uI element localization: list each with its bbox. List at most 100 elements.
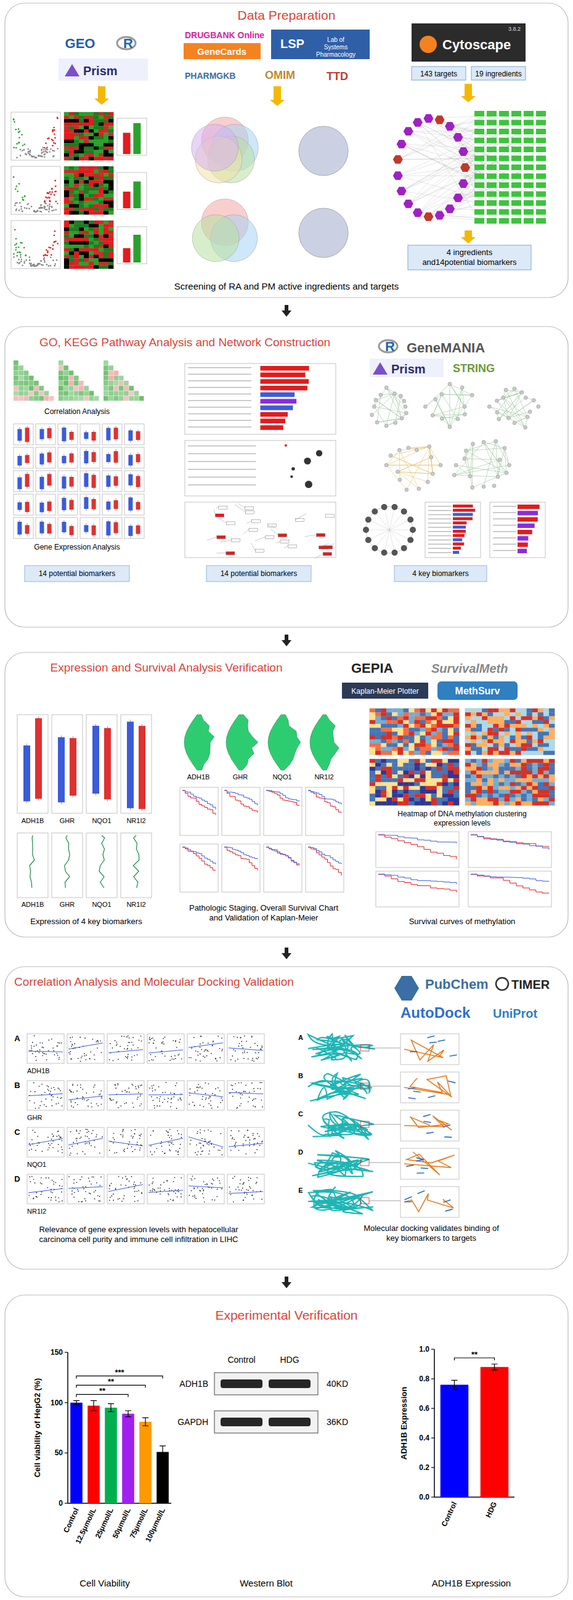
logo-text: LSP bbox=[280, 36, 305, 51]
decor-node bbox=[409, 526, 416, 533]
decor-dot bbox=[41, 264, 44, 267]
decor-cell bbox=[532, 739, 538, 744]
decor-cell bbox=[24, 396, 29, 402]
decor-node bbox=[404, 487, 409, 492]
decor-cell bbox=[113, 391, 119, 397]
decor-cell bbox=[93, 173, 99, 177]
decor-cell bbox=[481, 731, 488, 737]
decor-cell bbox=[69, 115, 74, 120]
decor-cell bbox=[408, 743, 415, 748]
decor-dot bbox=[53, 194, 56, 196]
decor-bar bbox=[260, 385, 308, 391]
decor-text bbox=[428, 518, 452, 521]
caption: Expression of 4 key biomarkers bbox=[30, 916, 143, 927]
decor-cell bbox=[88, 203, 94, 208]
decor-cell bbox=[93, 170, 99, 174]
decor-cell bbox=[78, 200, 84, 205]
decor-cell bbox=[93, 194, 99, 198]
decor-edge bbox=[439, 119, 529, 212]
decor-cell bbox=[108, 380, 114, 386]
decor-violin bbox=[226, 714, 259, 771]
decor-cell bbox=[515, 712, 522, 717]
decor-box bbox=[17, 428, 22, 441]
decor-node bbox=[523, 164, 534, 171]
decor-cell bbox=[108, 248, 114, 252]
decor-cell bbox=[13, 396, 19, 402]
decor-edge bbox=[255, 536, 266, 541]
decor-node bbox=[474, 164, 485, 171]
decor-dot bbox=[52, 259, 55, 262]
decor-dot bbox=[51, 248, 54, 251]
decor-dot bbox=[30, 205, 33, 208]
decor-cell bbox=[64, 258, 70, 262]
decor-node bbox=[486, 191, 497, 198]
thumbnail bbox=[13, 470, 34, 492]
decor-cell bbox=[375, 735, 381, 740]
decor-cell bbox=[123, 385, 129, 391]
decor-cell bbox=[69, 237, 74, 242]
decor-cell bbox=[420, 712, 426, 717]
decor-cell bbox=[83, 203, 89, 208]
decor-dot bbox=[20, 208, 23, 211]
decor-cell bbox=[103, 365, 109, 371]
decor-cell bbox=[83, 136, 89, 140]
caption: Screening of RA and PM active ingredient… bbox=[174, 280, 399, 292]
decor-cell bbox=[88, 129, 94, 134]
decor-cell bbox=[386, 751, 392, 756]
decor-cell bbox=[108, 396, 114, 402]
decor-cell bbox=[548, 731, 555, 737]
decor-dot bbox=[49, 247, 52, 249]
decor-text bbox=[187, 453, 256, 455]
decor-dot bbox=[28, 262, 31, 265]
decor-cell bbox=[103, 240, 109, 245]
decor-cell bbox=[103, 203, 109, 208]
decor-cell bbox=[498, 731, 504, 737]
decor-cell bbox=[64, 149, 70, 154]
decor-cell bbox=[64, 142, 70, 147]
decor-cell bbox=[375, 708, 381, 713]
decor-ring bbox=[365, 506, 413, 554]
decor-node bbox=[452, 473, 456, 477]
decor-node bbox=[231, 539, 241, 543]
decor-edge bbox=[401, 122, 541, 192]
decor-cell bbox=[78, 391, 84, 397]
decor-cell bbox=[93, 146, 99, 151]
decor-node bbox=[474, 218, 485, 224]
decor-cell bbox=[98, 183, 104, 188]
decor-node bbox=[536, 164, 546, 171]
decor-cell bbox=[38, 396, 44, 402]
decor-node bbox=[481, 484, 486, 489]
decor-cell bbox=[481, 708, 488, 713]
decor-cell bbox=[33, 396, 39, 402]
decor-cell bbox=[380, 712, 387, 717]
decor-cell bbox=[58, 396, 64, 402]
decor-cell bbox=[58, 385, 64, 391]
decor-cell bbox=[397, 735, 403, 740]
decor-cell bbox=[69, 136, 74, 140]
decor-node bbox=[393, 420, 398, 425]
decor-cell bbox=[64, 139, 70, 144]
decor-dot bbox=[17, 142, 20, 145]
decor-cell bbox=[108, 125, 114, 130]
decor-text bbox=[428, 514, 452, 516]
decor-cell bbox=[397, 747, 403, 752]
decor-edge bbox=[295, 513, 307, 521]
decor-cell bbox=[532, 723, 538, 729]
decor-cell bbox=[83, 251, 89, 256]
decor-cell bbox=[58, 391, 64, 397]
decor-dot bbox=[43, 149, 45, 151]
decor-cell bbox=[108, 176, 114, 181]
decor-cell bbox=[88, 176, 94, 181]
decor-node bbox=[362, 526, 370, 533]
decor-edge bbox=[398, 122, 480, 160]
decor-cell bbox=[78, 207, 84, 212]
decor-dot bbox=[54, 136, 57, 139]
decor-cell bbox=[18, 370, 24, 376]
decor-cell bbox=[369, 720, 376, 725]
decor-cell bbox=[83, 224, 89, 228]
decor-box bbox=[17, 477, 22, 490]
decor-cell bbox=[532, 727, 538, 732]
decor-cell bbox=[476, 735, 482, 740]
decor-dot bbox=[54, 208, 57, 211]
decor-cell bbox=[526, 712, 533, 717]
